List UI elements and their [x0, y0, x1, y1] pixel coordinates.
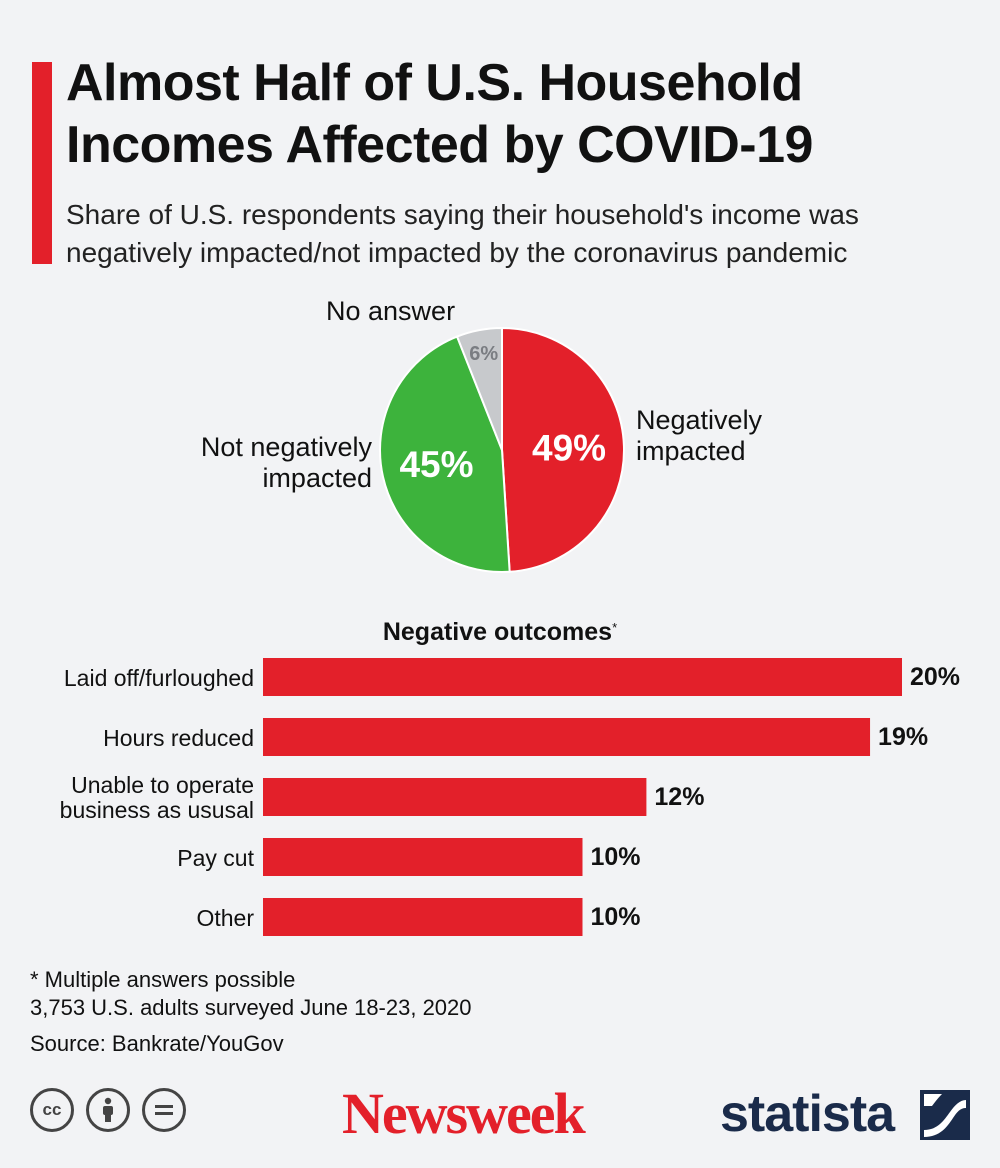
bar-category-label-line: Laid off/furloughed [63, 664, 254, 691]
bar-value-label: 19% [878, 723, 928, 751]
bar-value-label: 10% [591, 843, 641, 871]
bar [263, 718, 871, 756]
footnote-source: Source: Bankrate/YouGov [30, 1031, 284, 1056]
bar-chart: 20% 19% 12% 10% 10% [263, 658, 960, 936]
label-no-answer: No answer [326, 296, 456, 326]
bar-value-label: 10% [591, 903, 641, 931]
page-title: Almost Half of U.S. Household Incomes Af… [66, 52, 966, 176]
footnote-survey-info: 3,753 U.S. adults surveyed June 18-23, 2… [30, 995, 472, 1020]
footnotes: * Multiple answers possible 3,753 U.S. a… [30, 966, 472, 1058]
bar-category-label-line: Pay cut [177, 844, 254, 871]
label-not-negatively-line-1: Not negatively [200, 432, 372, 462]
bar-value-label: 12% [654, 783, 704, 811]
pie-value-label: 45% [399, 444, 473, 485]
label-negatively-impacted: Negatively impacted [636, 405, 762, 467]
footnote-multiple-answers: * Multiple answers possible [30, 967, 296, 992]
label-negatively-line-1: Negatively [636, 405, 763, 435]
bar-chart-title-text: Negative outcomes [382, 618, 613, 646]
title-line-1: Almost Half of U.S. Household [66, 54, 803, 112]
pie-value-label: 49% [532, 427, 606, 468]
label-negatively-line-2: impacted [636, 436, 746, 466]
label-not-negatively-line-2: impacted [262, 463, 372, 493]
bar [263, 838, 583, 876]
bar-category-label: Unable to operate business as ususal [20, 773, 254, 823]
bar-category-label: Hours reduced [20, 724, 254, 751]
bar-category-label: Pay cut [20, 844, 254, 871]
pie-slice-not-negatively-impacted [379, 335, 511, 573]
pie-slice-negatively-impacted [501, 326, 625, 573]
subtitle-line-1: Share of U.S. respondents saying their h… [66, 199, 859, 230]
bar [263, 898, 583, 936]
bar-category-label-line: Hours reduced [103, 724, 254, 751]
title-line-2: Incomes Affected by COVID-19 [66, 116, 813, 174]
bar-category-label: Other [20, 904, 254, 931]
bar [263, 658, 902, 696]
pie-slice-no-answer [455, 326, 503, 451]
bar-chart-title-asterisk: * [612, 620, 618, 635]
bar-value-label: 20% [910, 663, 960, 691]
bar [263, 778, 647, 816]
cc-icon[interactable]: cc [30, 1088, 74, 1132]
label-not-negatively-impacted: Not negatively impacted [150, 432, 372, 494]
pie-value-label: 6% [469, 343, 498, 365]
newsweek-logo[interactable]: Newsweek [342, 1081, 586, 1146]
pie-chart: 49% 45% 6% [379, 326, 625, 573]
title-accent-bar [32, 62, 52, 264]
statista-mark-icon [920, 1090, 970, 1140]
bar-category-label-line: Other [196, 904, 254, 931]
nd-equals-icon[interactable] [142, 1088, 186, 1132]
bar-category-label-line: Unable to operate [71, 772, 254, 798]
subtitle-line-2: negatively impacted/not impacted by the … [66, 237, 848, 268]
license-icons: cc [30, 1088, 186, 1132]
subtitle: Share of U.S. respondents saying their h… [66, 196, 966, 272]
by-person-icon[interactable] [86, 1088, 130, 1132]
bar-chart-title: Negative outcomes* [0, 618, 1000, 647]
statista-logo[interactable]: statista [720, 1085, 895, 1143]
bar-category-label: Laid off/furloughed [20, 664, 254, 691]
bar-category-label-line: business as ususal [59, 797, 254, 823]
